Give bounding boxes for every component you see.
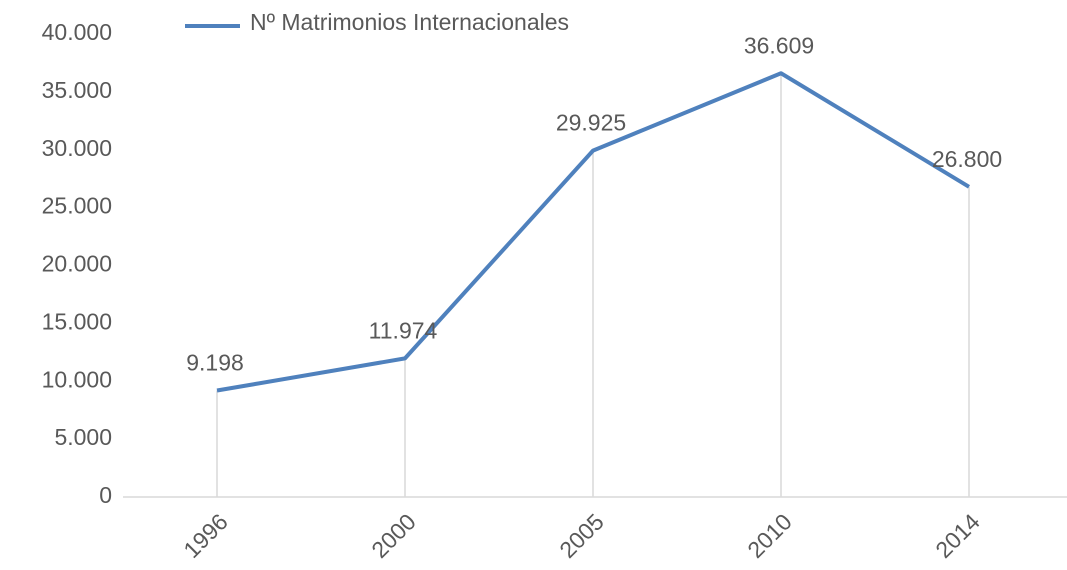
x-tick-label: 2005 (554, 508, 609, 563)
x-tick-label: 2010 (742, 508, 797, 563)
y-tick-label: 40.000 (42, 19, 112, 45)
legend-label: Nº Matrimonios Internacionales (250, 9, 569, 35)
y-tick-label: 30.000 (42, 135, 112, 161)
y-tick-label: 25.000 (42, 193, 112, 219)
x-tick-label: 1996 (178, 508, 233, 563)
data-label: 36.609 (744, 32, 814, 58)
y-tick-label: 5.000 (54, 424, 112, 450)
x-tick-label: 2014 (930, 508, 985, 563)
y-tick-label: 0 (99, 482, 112, 508)
x-tick-label: 2000 (366, 508, 421, 563)
data-label: 26.800 (932, 146, 1002, 172)
y-tick-label: 15.000 (42, 308, 112, 334)
data-label: 11.974 (369, 317, 438, 343)
line (216, 71, 971, 393)
data-label: 29.925 (556, 110, 626, 136)
y-tick-label: 35.000 (42, 77, 112, 103)
y-tick-label: 10.000 (42, 366, 112, 392)
y-tick-label: 20.000 (42, 251, 112, 277)
data-label: 9.198 (186, 350, 244, 376)
